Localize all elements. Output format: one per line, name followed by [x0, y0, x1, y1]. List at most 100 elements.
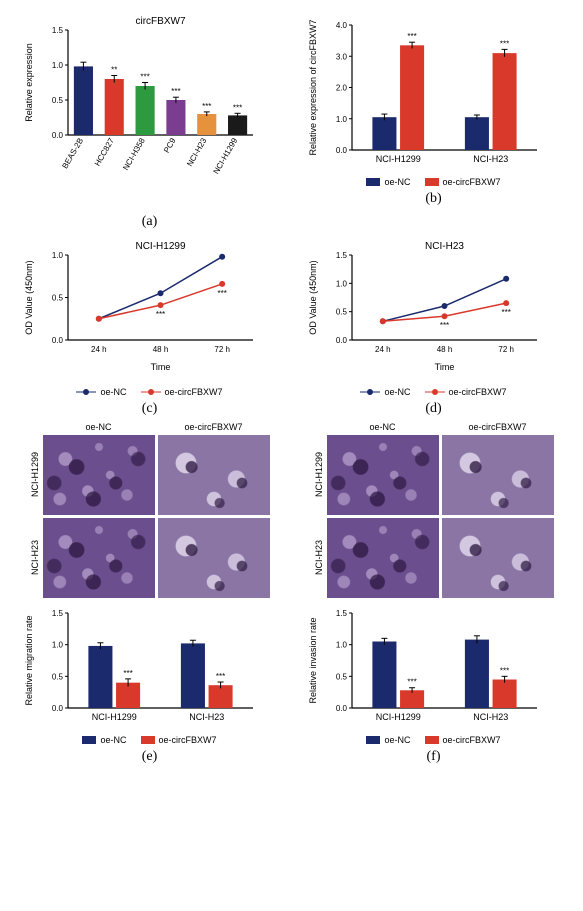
svg-text:0.5: 0.5: [51, 96, 63, 105]
chart-a: 0.0 0.5 1.0 1.5 Relative expression circFBXW7…: [20, 10, 280, 210]
svg-text:24 h: 24 h: [375, 345, 391, 354]
svg-text:0.5: 0.5: [51, 672, 63, 681]
svg-text:0.5: 0.5: [51, 294, 63, 303]
svg-text:HCC827: HCC827: [92, 136, 115, 168]
svg-text:***: ***: [155, 310, 164, 319]
svg-text:***: ***: [215, 672, 224, 681]
chart-f: 0.0 0.5 1.0 1.5 Relative invasion rate *** NCI…: [304, 598, 564, 733]
svg-text:***: ***: [501, 308, 510, 317]
svg-text:***: ***: [171, 87, 180, 96]
panel-c: 0.0 0.5 1.0 OD Value (450nm) NCI-H1299 Time 24…: [10, 235, 289, 417]
svg-text:1.5: 1.5: [335, 251, 347, 260]
legend-e: oe-NC oe-circFBXW7: [82, 735, 216, 745]
svg-text:1.0: 1.0: [51, 641, 63, 650]
svg-text:1.0: 1.0: [335, 115, 347, 124]
svg-text:0.0: 0.0: [335, 704, 347, 713]
svg-text:Time: Time: [434, 362, 454, 372]
svg-text:***: ***: [217, 289, 226, 298]
panel-e: oe-NC oe-circFBXW7 NCI-H1299 NCI-H23 0.0…: [10, 422, 289, 765]
svg-text:OD Value (450nm): OD Value (450nm): [24, 260, 34, 334]
svg-text:NCI-H23: NCI-H23: [425, 241, 464, 252]
micrograph: [442, 435, 554, 515]
svg-text:72 h: 72 h: [498, 345, 514, 354]
svg-text:48 h: 48 h: [152, 345, 168, 354]
svg-text:PC9: PC9: [162, 136, 178, 154]
svg-text:circFBXW7: circFBXW7: [135, 16, 185, 27]
svg-text:Relative invasion rate: Relative invasion rate: [308, 617, 318, 703]
svg-text:***: ***: [407, 32, 416, 41]
svg-text:***: ***: [232, 103, 241, 112]
svg-text:***: ***: [439, 321, 448, 330]
svg-text:**: **: [111, 66, 117, 75]
svg-text:NCI-H1299: NCI-H1299: [375, 712, 420, 722]
micrograph: [158, 518, 270, 598]
chart-e: 0.0 0.5 1.0 1.5 Relative migration rate *** NC…: [20, 598, 280, 733]
panel-a: 0.0 0.5 1.0 1.5 Relative expression circFBXW7…: [10, 10, 289, 230]
svg-text:72 h: 72 h: [214, 345, 230, 354]
svg-text:***: ***: [499, 39, 508, 48]
svg-text:Time: Time: [150, 362, 170, 372]
svg-text:1.0: 1.0: [51, 61, 63, 70]
legend-d: oe-NC oe-circFBXW7: [360, 387, 506, 397]
chart-c: 0.0 0.5 1.0 OD Value (450nm) NCI-H1299 Time 24…: [20, 235, 280, 385]
micrograph: [158, 435, 270, 515]
svg-text:0.0: 0.0: [51, 131, 63, 140]
svg-text:***: ***: [202, 102, 211, 111]
svg-text:1.0: 1.0: [335, 641, 347, 650]
svg-text:0.5: 0.5: [335, 672, 347, 681]
svg-text:NCI-H1299: NCI-H1299: [375, 154, 420, 164]
svg-text:2.0: 2.0: [335, 84, 347, 93]
legend-c: oe-NC oe-circFBXW7: [76, 387, 222, 397]
svg-text:24 h: 24 h: [91, 345, 107, 354]
svg-text:0.0: 0.0: [335, 336, 347, 345]
svg-text:0.0: 0.0: [51, 704, 63, 713]
svg-text:NCI-H1299: NCI-H1299: [211, 136, 239, 176]
svg-text:0.0: 0.0: [51, 336, 63, 345]
label-b: (b): [425, 191, 441, 207]
svg-text:NCI-H358: NCI-H358: [121, 136, 147, 172]
swatch-nc: [366, 178, 380, 186]
label-a: (a): [142, 214, 158, 230]
svg-text:***: ***: [123, 669, 132, 678]
svg-text:***: ***: [140, 73, 149, 82]
svg-text:***: ***: [407, 678, 416, 687]
svg-text:0.5: 0.5: [335, 308, 347, 317]
svg-text:1.5: 1.5: [51, 26, 63, 35]
svg-text:Relative migration rate: Relative migration rate: [24, 615, 34, 705]
svg-text:NCI-H1299: NCI-H1299: [135, 241, 185, 252]
svg-text:1.0: 1.0: [51, 251, 63, 260]
legend-b: oe-NC oe-circFBXW7: [366, 177, 500, 187]
label-f: (f): [427, 749, 441, 765]
legend-f: oe-NC oe-circFBXW7: [366, 735, 500, 745]
svg-text:0.0: 0.0: [335, 146, 347, 155]
label-c: (c): [142, 401, 158, 417]
micrograph: [43, 435, 155, 515]
svg-text:Relative expression of circFBX: Relative expression of circFBXW7: [308, 19, 318, 155]
svg-text:OD Value (450nm): OD Value (450nm): [308, 260, 318, 334]
chart-d: 0.0 0.5 1.0 1.5 OD Value (450nm) NCI-H23 Time 2…: [304, 235, 564, 385]
label-d: (d): [425, 401, 441, 417]
micrograph: [43, 518, 155, 598]
svg-text:48 h: 48 h: [436, 345, 452, 354]
svg-text:NCI-H23: NCI-H23: [185, 136, 209, 168]
panel-f: oe-NC oe-circFBXW7 NCI-H1299 NCI-H23 0.0…: [294, 422, 573, 765]
svg-text:***: ***: [499, 666, 508, 675]
svg-text:4.0: 4.0: [335, 21, 347, 30]
svg-text:NCI-H23: NCI-H23: [473, 154, 508, 164]
panel-b: 0.0 1.0 2.0 3.0 4.0 Relative expression of ci…: [294, 10, 573, 230]
svg-text:3.0: 3.0: [335, 52, 347, 61]
micrograph: [327, 518, 439, 598]
svg-text:BEAS-2B: BEAS-2B: [60, 137, 85, 171]
micrograph: [327, 435, 439, 515]
swatch-oe: [425, 178, 439, 186]
svg-text:1.0: 1.0: [335, 279, 347, 288]
svg-text:NCI-H23: NCI-H23: [189, 712, 224, 722]
svg-text:1.5: 1.5: [335, 609, 347, 618]
chart-b: 0.0 1.0 2.0 3.0 4.0 Relative expression of ci…: [304, 10, 564, 175]
svg-text:1.5: 1.5: [51, 609, 63, 618]
label-e: (e): [142, 749, 158, 765]
micrograph: [442, 518, 554, 598]
svg-text:Relative expression: Relative expression: [24, 43, 34, 122]
svg-text:NCI-H23: NCI-H23: [473, 712, 508, 722]
svg-text:NCI-H1299: NCI-H1299: [91, 712, 136, 722]
